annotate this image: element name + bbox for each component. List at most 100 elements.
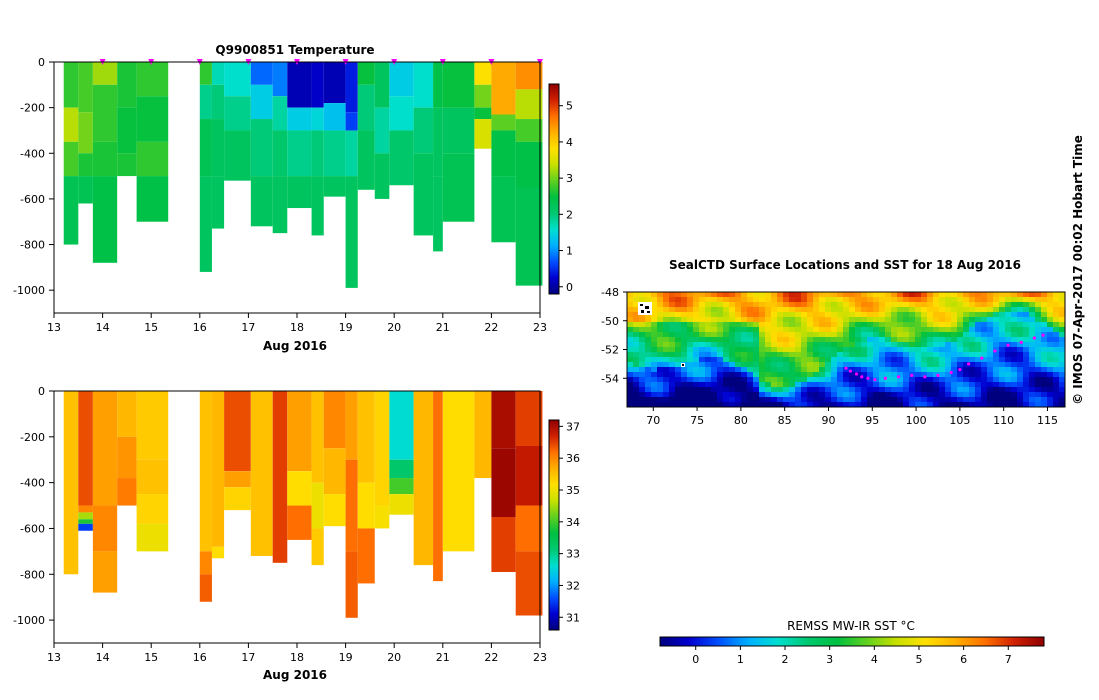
sst-cell [747, 397, 753, 402]
sst-cell [831, 322, 837, 327]
sst-cell [747, 322, 753, 327]
sst-cell [783, 357, 789, 362]
sst-cell [807, 347, 813, 352]
sst-cell [693, 327, 699, 332]
sst-cell [699, 347, 705, 352]
sst-cell [777, 397, 783, 402]
sst-cell [819, 322, 825, 327]
sst-cell [945, 402, 951, 407]
sst-cell [963, 377, 969, 382]
sst-cell [807, 372, 813, 377]
sst-cell [969, 302, 975, 307]
sst-cell [939, 352, 945, 357]
sst-cell [813, 357, 819, 362]
sst-cell [711, 342, 717, 347]
sst-cell [867, 357, 873, 362]
temperature-cell [474, 107, 492, 120]
sst-cell [687, 337, 693, 342]
sst-cell [717, 392, 723, 397]
sst-cell [675, 402, 681, 407]
sst-cell [1059, 322, 1065, 327]
sst-cell [1011, 322, 1017, 327]
sst-cell [999, 297, 1005, 302]
sst-cell [699, 317, 705, 322]
temperature-cell [272, 62, 288, 97]
sst-cell [705, 342, 711, 347]
sst-cell [981, 312, 987, 317]
sst-cell [825, 347, 831, 352]
sst-cell [735, 362, 741, 367]
sst-cell [915, 292, 921, 297]
sst-cell [981, 377, 987, 382]
sst-cell [777, 352, 783, 357]
sst-cell [897, 367, 903, 372]
sst-cell [705, 347, 711, 352]
sst-cell [1005, 322, 1011, 327]
sst-cell [1011, 337, 1017, 342]
sst-cell [909, 317, 915, 322]
temperature-y-tick-label: -1000 [13, 284, 45, 297]
temperature-cell [287, 130, 312, 177]
sst-colorbar-tick-label: 6 [960, 653, 967, 666]
sst-cell [831, 347, 837, 352]
sst-cell [681, 332, 687, 337]
sst-cell [1011, 367, 1017, 372]
temperature-cell [413, 62, 434, 108]
sst-cell [663, 337, 669, 342]
sst-cell [939, 347, 945, 352]
sst-cell [837, 382, 843, 387]
sst-cell [891, 387, 897, 392]
sst-cell [663, 312, 669, 317]
sst-cell [813, 297, 819, 302]
bottom-profile [287, 391, 312, 540]
sst-cell [753, 397, 759, 402]
sst-cell [987, 307, 993, 312]
sst-cell [753, 367, 759, 372]
sst-cell [741, 397, 747, 402]
sst-cell [705, 337, 711, 342]
land-icon [638, 302, 685, 367]
sst-cell [747, 307, 753, 312]
sst-cell [999, 337, 1005, 342]
temperature-profile [491, 62, 516, 243]
sst-cell [999, 307, 1005, 312]
sst-cell [669, 392, 675, 397]
temperature-cell [491, 62, 516, 115]
bottom-y-tick-label: 0 [38, 385, 45, 398]
sst-cell [1035, 347, 1041, 352]
sst-cell [795, 327, 801, 332]
sst-cell [627, 347, 633, 352]
sst-cell [957, 317, 963, 322]
sst-cell [1011, 357, 1017, 362]
sst-cell [783, 307, 789, 312]
sst-cell [855, 322, 861, 327]
temperature-cell [117, 62, 137, 108]
sst-cell [975, 357, 981, 362]
bottom-cell [272, 391, 288, 563]
sst-cell [759, 342, 765, 347]
sst-cell [723, 312, 729, 317]
sst-cell [777, 317, 783, 322]
sst-cell [747, 312, 753, 317]
bottom-profile [136, 391, 169, 552]
sst-cell [939, 397, 945, 402]
sst-cell [867, 322, 873, 327]
sst-cell [753, 307, 759, 312]
sst-cell [657, 372, 663, 377]
sst-cell [681, 382, 687, 387]
sst-cell [1041, 357, 1047, 362]
bottom-cell [136, 494, 169, 524]
sst-cell [1035, 377, 1041, 382]
sst-cell [747, 377, 753, 382]
sst-cell [747, 387, 753, 392]
sst-cell [1041, 397, 1047, 402]
bottom-cell [250, 391, 273, 556]
sst-cell [711, 347, 717, 352]
sst-cell [765, 377, 771, 382]
sst-cell [627, 337, 633, 342]
sst-cell [963, 317, 969, 322]
temperature-x-tick-label: 14 [96, 321, 110, 334]
sst-cell [897, 392, 903, 397]
sst-cell [945, 312, 951, 317]
